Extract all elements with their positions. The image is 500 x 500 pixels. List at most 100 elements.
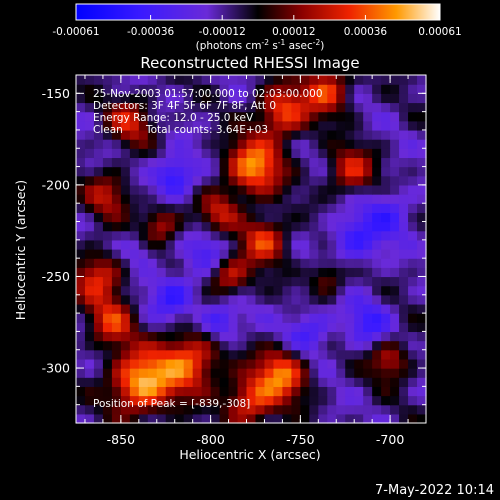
heatmap-cell bbox=[372, 395, 382, 406]
heatmap-cell bbox=[309, 203, 319, 213]
heatmap-cell bbox=[399, 148, 409, 159]
heatmap-cell bbox=[264, 349, 275, 360]
heatmap-cell bbox=[309, 239, 319, 250]
heatmap-cell bbox=[210, 194, 221, 204]
heatmap-cell bbox=[300, 239, 310, 250]
heatmap-cell bbox=[318, 230, 328, 241]
heatmap-cell bbox=[300, 395, 310, 406]
energy-range-annotation: Energy Range: 12.0 - 25.0 keV bbox=[93, 112, 254, 124]
heatmap-cell bbox=[138, 413, 149, 424]
heatmap-cell bbox=[174, 203, 185, 213]
heatmap-cell bbox=[309, 166, 319, 177]
heatmap-cell bbox=[273, 386, 284, 397]
heatmap-cell bbox=[246, 148, 257, 159]
heatmap-cell bbox=[255, 303, 266, 314]
heatmap-cell bbox=[318, 120, 328, 131]
heatmap-cell bbox=[372, 157, 382, 168]
heatmap-cell bbox=[147, 111, 158, 122]
heatmap-cell bbox=[246, 75, 257, 85]
heatmap-cell bbox=[237, 111, 248, 122]
heatmap-cell bbox=[165, 395, 176, 406]
heatmap-cell bbox=[111, 322, 122, 333]
heatmap-cell bbox=[282, 75, 292, 85]
heatmap-cell bbox=[291, 239, 301, 250]
heatmap-cell bbox=[246, 303, 257, 314]
heatmap-cell bbox=[273, 157, 284, 168]
heatmap-cell bbox=[327, 285, 337, 296]
heatmap-cell bbox=[354, 157, 364, 168]
total-counts-annotation: Total counts: 3.64E+03 bbox=[145, 124, 268, 136]
heatmap-cell bbox=[237, 331, 248, 342]
heatmap-cell bbox=[318, 184, 328, 195]
heatmap-cell bbox=[84, 166, 95, 177]
heatmap-cell bbox=[138, 102, 149, 113]
heatmap-cell bbox=[138, 377, 149, 387]
heatmap-cell bbox=[273, 276, 284, 287]
heatmap-cell bbox=[201, 184, 212, 195]
heatmap-cell bbox=[210, 395, 221, 406]
heatmap-cell bbox=[318, 322, 328, 333]
heatmap-cell bbox=[390, 368, 400, 378]
heatmap-cell bbox=[210, 331, 221, 342]
heatmap-cell bbox=[76, 93, 86, 104]
heatmap-cell bbox=[102, 276, 113, 287]
heatmap-cell bbox=[129, 349, 140, 360]
heatmap-cell bbox=[300, 148, 310, 159]
heatmap-cell bbox=[237, 386, 248, 397]
heatmap-cell bbox=[156, 239, 167, 250]
heatmap-cell bbox=[102, 349, 113, 360]
heatmap-cell bbox=[210, 294, 221, 305]
heatmap-cell bbox=[147, 249, 158, 259]
heatmap-cell bbox=[282, 303, 292, 314]
heatmap-cell bbox=[219, 267, 230, 278]
heatmap-cell bbox=[282, 386, 292, 397]
heatmap-cell bbox=[264, 212, 275, 223]
heatmap-cell bbox=[327, 102, 337, 113]
heatmap-cell bbox=[174, 313, 185, 323]
heatmap-cell bbox=[246, 139, 257, 149]
heatmap-cell bbox=[291, 175, 301, 186]
heatmap-cell bbox=[354, 340, 364, 351]
heatmap-cell bbox=[354, 203, 364, 213]
heatmap-cell bbox=[318, 221, 328, 232]
heatmap-cell bbox=[120, 258, 131, 268]
heatmap-cell bbox=[291, 102, 301, 113]
heatmap-cell bbox=[165, 166, 176, 177]
heatmap-cell bbox=[327, 129, 337, 140]
heatmap-cell bbox=[345, 75, 355, 85]
heatmap-cell bbox=[372, 102, 382, 113]
heatmap-cell bbox=[156, 75, 167, 85]
heatmap-cell bbox=[76, 340, 86, 351]
heatmap-cell bbox=[129, 221, 140, 232]
heatmap-cell bbox=[417, 120, 427, 131]
heatmap-cell bbox=[102, 175, 113, 186]
heatmap-cell bbox=[102, 313, 113, 323]
heatmap-cell bbox=[138, 303, 149, 314]
heatmap-cell bbox=[381, 203, 391, 213]
heatmap-cell bbox=[165, 221, 176, 232]
heatmap-cell bbox=[156, 322, 167, 333]
heatmap-cell bbox=[273, 331, 284, 342]
heatmap-cell bbox=[282, 221, 292, 232]
heatmap-cell bbox=[363, 93, 373, 104]
heatmap-cell bbox=[336, 285, 346, 296]
heatmap-cell bbox=[399, 313, 409, 323]
heatmap-cell bbox=[372, 349, 382, 360]
heatmap-cell bbox=[93, 139, 104, 149]
heatmap-cell bbox=[399, 377, 409, 387]
heatmap-cell bbox=[408, 267, 418, 278]
heatmap-cell bbox=[228, 175, 239, 186]
heatmap-cell bbox=[282, 340, 292, 351]
heatmap-cell bbox=[336, 239, 346, 250]
heatmap-cell bbox=[255, 175, 266, 186]
heatmap-cell bbox=[201, 203, 212, 213]
heatmap-cell bbox=[120, 349, 131, 360]
heatmap-cell bbox=[228, 331, 239, 342]
heatmap-cell bbox=[246, 84, 257, 94]
heatmap-cell bbox=[381, 340, 391, 351]
heatmap-cell bbox=[228, 194, 239, 204]
heatmap-cell bbox=[327, 166, 337, 177]
heatmap-cell bbox=[318, 294, 328, 305]
heatmap-cell bbox=[237, 120, 248, 131]
